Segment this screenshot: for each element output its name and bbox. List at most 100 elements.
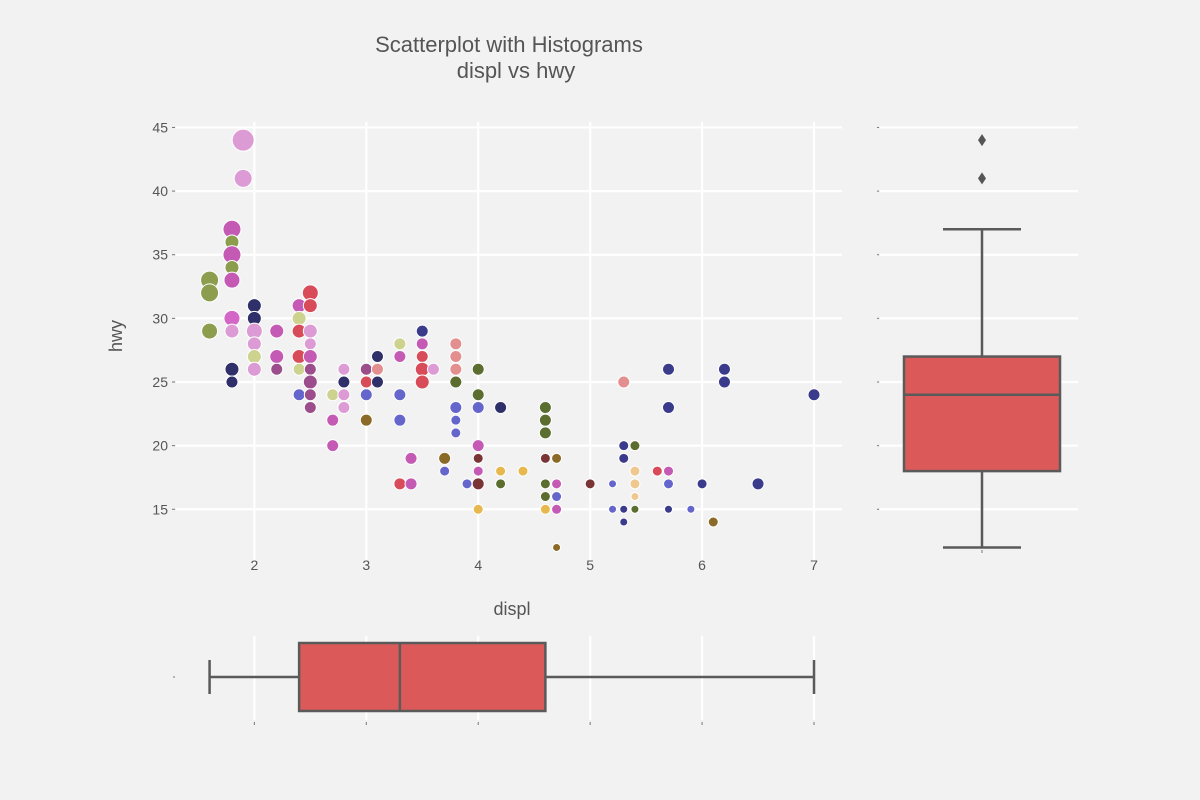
scatter-point [552, 504, 562, 514]
x-tick-label: 7 [810, 557, 818, 573]
hwy-box [904, 357, 1060, 472]
scatter-point [327, 414, 339, 426]
scatter-point [202, 323, 218, 339]
chart-title: Scatterplot with Histograms [375, 32, 643, 57]
scatter-point [201, 284, 219, 302]
scatter-point [552, 492, 562, 502]
scatter-point [496, 479, 506, 489]
scatter-point [450, 351, 462, 363]
y-tick-label: 40 [152, 183, 168, 199]
scatter-point [247, 362, 261, 376]
scatter-point [630, 466, 640, 476]
scatter-point [338, 389, 350, 401]
scatter-point [394, 414, 406, 426]
scatter-point [708, 517, 718, 527]
x-tick-label: 5 [586, 557, 594, 573]
scatter-point [752, 478, 764, 490]
scatter-point [360, 363, 372, 375]
scatter-point [808, 389, 820, 401]
scatter-point [663, 363, 675, 375]
scatter-point [270, 324, 284, 338]
scatter-point [450, 363, 462, 375]
scatter-point [304, 338, 316, 350]
scatter-point [226, 376, 238, 388]
scatter-point [303, 324, 317, 338]
scatter-point [472, 478, 484, 490]
scatter-point [540, 492, 550, 502]
x-axis-label: displ [493, 599, 530, 619]
scatter-point [539, 414, 551, 426]
scatter-point [631, 493, 639, 501]
y-tick-label: 20 [152, 438, 168, 454]
scatter-point [496, 466, 506, 476]
scatter-point [451, 415, 461, 425]
scatter-point [665, 505, 673, 513]
scatter-point [394, 478, 406, 490]
scatter-point [620, 505, 628, 513]
scatter-point [394, 338, 406, 350]
scatter-point [225, 324, 239, 338]
scatter-point [293, 363, 305, 375]
scatter-point [304, 401, 316, 413]
scatter-point [472, 389, 484, 401]
y-tick-label: 45 [152, 119, 168, 135]
scatter-point [472, 401, 484, 413]
scatter-point [270, 350, 284, 364]
scatter-point [416, 351, 428, 363]
scatter-point [619, 453, 629, 463]
scatter-point [664, 466, 674, 476]
scatter-point [473, 466, 483, 476]
y-tick-label: 35 [152, 247, 168, 263]
chart-subtitle: displ vs hwy [457, 58, 576, 83]
scatter-point [360, 414, 372, 426]
y-tick-label: 25 [152, 374, 168, 390]
scatter-point [609, 480, 617, 488]
scatter-point [416, 338, 428, 350]
scatter-point [450, 376, 462, 388]
scatter-point [439, 452, 451, 464]
scatter-point [473, 504, 483, 514]
scatter-point [327, 440, 339, 452]
scatter-point [620, 518, 628, 526]
scatter-point [394, 351, 406, 363]
scatter-point [718, 376, 730, 388]
scatter-point [304, 389, 316, 401]
scatter-point [619, 441, 629, 451]
scatter-point [247, 337, 261, 351]
scatter-point [697, 479, 707, 489]
scatter-point [450, 338, 462, 350]
x-tick-label: 4 [474, 557, 482, 573]
scatter-point [462, 479, 472, 489]
scatter-point [618, 376, 630, 388]
scatter-point [304, 363, 316, 375]
scatter-point [360, 376, 372, 388]
scatter-point [664, 479, 674, 489]
scatter-point [609, 505, 617, 513]
scatter-point [303, 350, 317, 364]
scatter-point [630, 479, 640, 489]
scatter-point [495, 401, 507, 413]
scatter-point [303, 299, 317, 313]
scatter-point [518, 466, 528, 476]
scatter-point [271, 363, 283, 375]
scatter-point [394, 389, 406, 401]
scatter-point [371, 376, 383, 388]
scatter-point [225, 362, 239, 376]
scatter-point [451, 428, 461, 438]
scatter-point [440, 466, 450, 476]
scatter-point [539, 427, 551, 439]
scatter-point [630, 441, 640, 451]
scatter-point [338, 376, 350, 388]
scatter-point [552, 453, 562, 463]
scatter-point [540, 504, 550, 514]
scatter-point [539, 401, 551, 413]
scatter-point [234, 169, 252, 187]
scatter-point [405, 452, 417, 464]
scatter-point [360, 389, 372, 401]
scatter-point [327, 389, 339, 401]
scatter-point [631, 505, 639, 513]
scatter-point [338, 401, 350, 413]
scatter-point [293, 389, 305, 401]
x-tick-label: 3 [362, 557, 370, 573]
